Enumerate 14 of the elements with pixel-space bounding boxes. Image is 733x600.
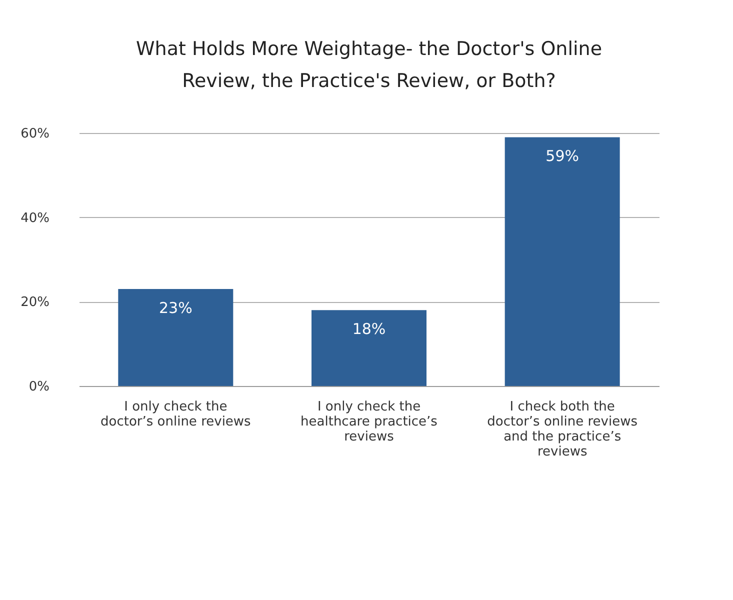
y-tick-label: 0% — [28, 380, 50, 394]
data-label: 23% — [158, 299, 192, 318]
data-label: 59% — [546, 147, 580, 166]
x-tick-label: I check both the doctor’s online reviews and the practice’s reviews — [487, 400, 638, 460]
x-tick-label: I only check the healthcare practice’s reviews — [300, 400, 438, 444]
bar — [504, 137, 620, 386]
x-tick-label: I only check the doctor’s online reviews — [100, 400, 252, 430]
chart-title: What Holds More Weightage- the Doctor's Online Review, the Practice's Review, or Both? — [136, 38, 602, 92]
y-tick-label: 20% — [20, 295, 50, 310]
y-tick-label: 60% — [20, 126, 50, 142]
bar — [118, 289, 234, 386]
bar — [312, 310, 426, 386]
y-tick-label: 40% — [20, 210, 50, 226]
data-label: 18% — [352, 320, 386, 338]
